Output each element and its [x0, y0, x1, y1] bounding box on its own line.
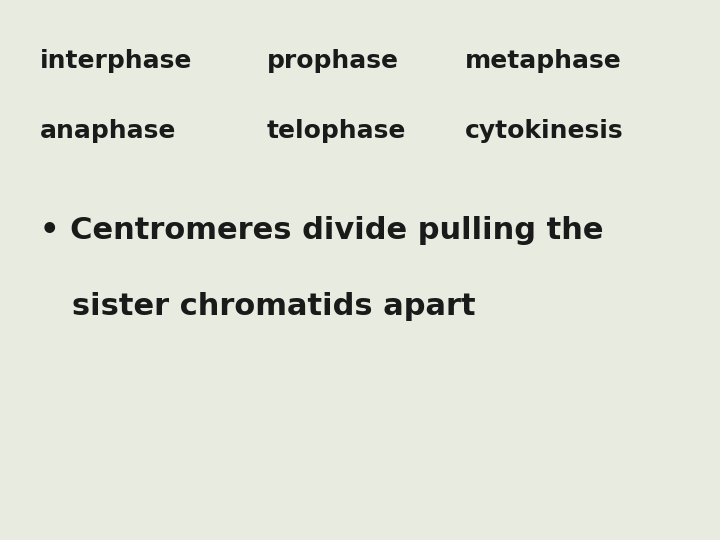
Text: prophase: prophase: [266, 49, 398, 72]
Text: telophase: telophase: [266, 119, 406, 143]
Text: sister chromatids apart: sister chromatids apart: [40, 292, 475, 321]
Text: interphase: interphase: [40, 49, 192, 72]
Text: • Centromeres divide pulling the: • Centromeres divide pulling the: [40, 216, 603, 245]
Text: cytokinesis: cytokinesis: [464, 119, 623, 143]
Text: anaphase: anaphase: [40, 119, 176, 143]
Text: metaphase: metaphase: [464, 49, 621, 72]
